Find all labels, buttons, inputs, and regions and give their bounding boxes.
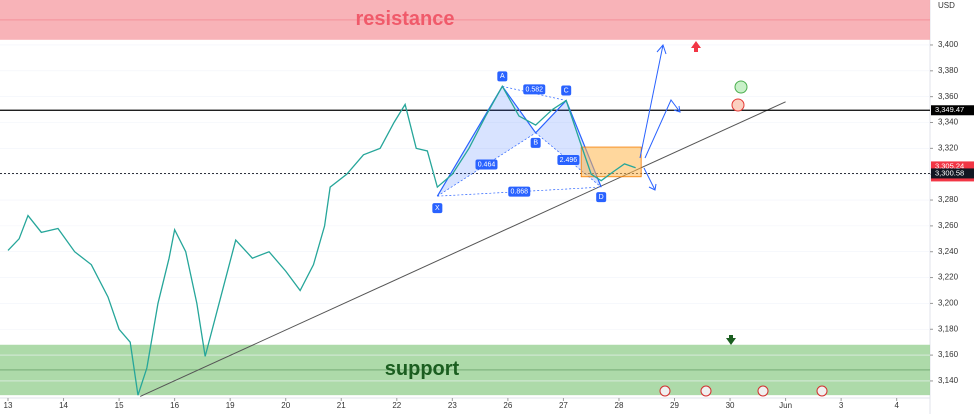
ratio-box bbox=[508, 186, 531, 197]
y-tick-label: 3,220 bbox=[938, 273, 959, 282]
projection-arrow bbox=[656, 44, 667, 55]
ratio-box bbox=[475, 159, 498, 170]
x-tick-label: 4 bbox=[894, 401, 899, 410]
pattern-point-box bbox=[497, 71, 508, 82]
pattern-point-box bbox=[561, 85, 572, 96]
pattern-ratio-line bbox=[437, 186, 602, 197]
pattern-point-label: D bbox=[599, 194, 604, 201]
pattern-point-box bbox=[596, 192, 607, 203]
event-icon bbox=[700, 385, 712, 397]
y-tick-label: 3,380 bbox=[938, 66, 959, 75]
trendline bbox=[139, 101, 786, 397]
x-tick-label: 27 bbox=[559, 401, 568, 410]
target-icon bbox=[734, 80, 748, 94]
x-tick-label: 19 bbox=[226, 401, 235, 410]
y-tick-label: 3,340 bbox=[938, 118, 959, 127]
x-tick-label: 23 bbox=[448, 401, 457, 410]
y-tick-label: 3,260 bbox=[938, 221, 959, 230]
currency: USD bbox=[938, 1, 955, 10]
ratio-label: 0.464 bbox=[478, 161, 496, 168]
x-tick-label: Jun bbox=[779, 401, 792, 410]
price-label: 3,349.47 bbox=[935, 105, 964, 114]
pattern-point-label: A bbox=[500, 73, 505, 80]
pattern-point-box bbox=[530, 137, 541, 148]
x-tick-label: 29 bbox=[670, 401, 679, 410]
ratio-box bbox=[557, 154, 580, 165]
x-tick-label: 13 bbox=[4, 401, 13, 410]
projection bbox=[639, 44, 681, 191]
y-tick-label: 3,360 bbox=[938, 92, 959, 101]
up-arrow-icon bbox=[691, 41, 701, 52]
x-tick-label: 30 bbox=[726, 401, 735, 410]
zone-label: resistance bbox=[356, 8, 455, 30]
price-line-series bbox=[7, 84, 636, 396]
y-tick-label: 3,160 bbox=[938, 350, 959, 359]
event-icons bbox=[659, 385, 828, 397]
x-tick-label: 15 bbox=[115, 401, 124, 410]
x-tick-label: 20 bbox=[281, 401, 290, 410]
price-label-box bbox=[931, 105, 974, 116]
price-label: 3,305.24 bbox=[935, 161, 964, 170]
y-tick-label: 3,400 bbox=[938, 40, 959, 49]
pattern-point-label: C bbox=[564, 87, 569, 94]
down-arrow-icon bbox=[726, 335, 736, 345]
ratio-label: 2.496 bbox=[560, 157, 578, 164]
event-icon bbox=[757, 385, 769, 397]
projection-arrow bbox=[644, 99, 681, 159]
projection-arrow bbox=[639, 44, 664, 159]
x-tick-label: 22 bbox=[392, 401, 401, 410]
price-label: 3,300.58 bbox=[935, 168, 964, 177]
ratio-label: 0.582 bbox=[525, 86, 543, 93]
ratio-box bbox=[523, 84, 546, 95]
x-tick-label: 21 bbox=[337, 401, 346, 410]
x-tick-label: 3 bbox=[839, 401, 844, 410]
projection-arrow bbox=[673, 105, 681, 113]
price-label-box bbox=[931, 168, 974, 179]
y-tick-label: 3,320 bbox=[938, 143, 959, 152]
pattern-point-box bbox=[432, 203, 443, 214]
x-tick-label: 16 bbox=[170, 401, 179, 410]
event-icon bbox=[659, 385, 671, 397]
projection-arrow bbox=[648, 183, 657, 191]
y-tick-label: 3,200 bbox=[938, 299, 959, 308]
y-tick-label: 3,180 bbox=[938, 324, 959, 333]
pattern-point-label: X bbox=[435, 205, 440, 212]
projection-arrow bbox=[643, 167, 656, 191]
zone-label: support bbox=[385, 358, 460, 380]
pattern-point-label: B bbox=[533, 140, 538, 147]
pattern-leg bbox=[437, 86, 536, 197]
y-tick-label: 3,280 bbox=[938, 195, 959, 204]
ratio-label: 0.868 bbox=[510, 188, 528, 195]
x-tick-label: 26 bbox=[503, 401, 512, 410]
pattern-ratio-line bbox=[437, 132, 536, 197]
y-tick-label: 3,140 bbox=[938, 376, 959, 385]
x-tick-label: 28 bbox=[615, 401, 624, 410]
x-tick-label: 14 bbox=[59, 401, 68, 410]
event-icon bbox=[816, 385, 828, 397]
consolidation-box bbox=[580, 146, 642, 178]
y-tick-label: 3,240 bbox=[938, 247, 959, 256]
stop-icon bbox=[731, 98, 745, 112]
